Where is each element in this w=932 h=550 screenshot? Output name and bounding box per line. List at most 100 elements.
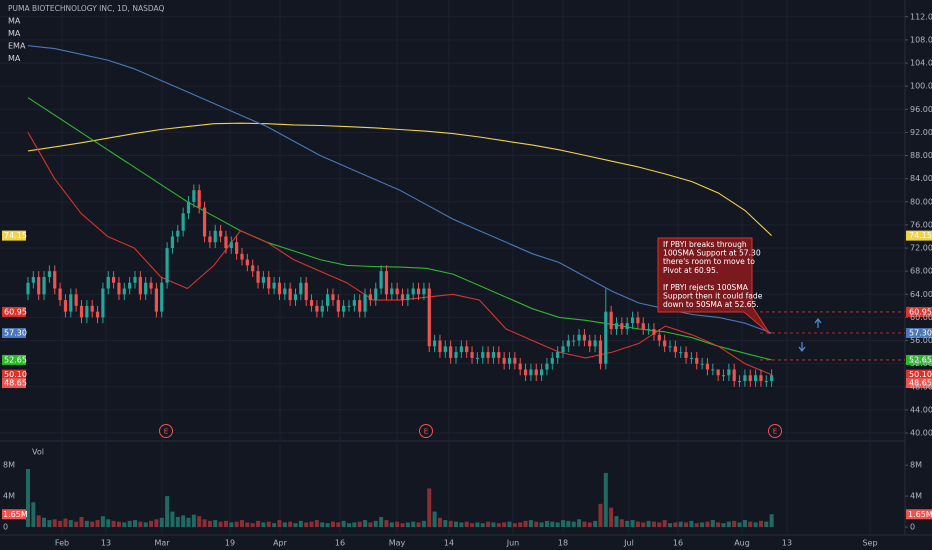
candle-body <box>764 381 768 383</box>
candle-body <box>47 271 51 277</box>
volume-bar <box>309 521 314 528</box>
volume-bar <box>373 520 378 528</box>
volume-bar <box>175 516 180 528</box>
volume-bar <box>721 523 726 528</box>
candle-body <box>572 340 576 342</box>
candle-body <box>326 294 330 306</box>
volume-bar <box>668 523 672 528</box>
volume-bar <box>416 522 421 528</box>
candle-body <box>513 357 517 364</box>
volume-bar <box>678 521 683 528</box>
x-tick-label: 14 <box>444 539 454 548</box>
volume-bar <box>496 523 501 528</box>
candle-body <box>347 305 351 307</box>
y-tick-label: 96.00 <box>910 105 932 114</box>
volume-bar <box>202 519 207 528</box>
candle-body <box>235 242 239 254</box>
candle-body <box>614 323 619 329</box>
candle-body <box>31 276 35 283</box>
volume-bar <box>181 515 186 528</box>
candle-body <box>652 328 656 335</box>
candle-body <box>245 259 249 266</box>
candle-body <box>224 236 228 249</box>
candle-body <box>663 340 667 347</box>
candle-body <box>518 363 522 370</box>
candle-body <box>732 369 736 382</box>
volume-bar <box>100 516 105 528</box>
candle-body <box>427 288 431 347</box>
volume-bar <box>657 522 662 528</box>
candle-body <box>673 346 677 353</box>
price-tag-label: 52.65 <box>909 355 932 364</box>
volume-bar <box>534 521 539 528</box>
candle-body <box>293 294 298 301</box>
arrow-down <box>798 342 806 352</box>
volume-bar <box>625 520 630 528</box>
volume-bar <box>464 521 469 528</box>
price-tag-label-left: 52.65 <box>4 355 27 364</box>
candle-body <box>459 346 463 353</box>
volume-bar <box>63 518 68 528</box>
candle-body <box>299 282 303 295</box>
volume-bar <box>277 520 282 528</box>
candle-body <box>138 276 142 295</box>
volume-bar <box>582 521 587 528</box>
y-tick-label: 0 <box>910 523 915 532</box>
volume-tag-label-left: 1.65M <box>3 510 28 519</box>
price-tag-left <box>2 354 26 365</box>
volume-bar <box>716 522 721 528</box>
moving-average-line <box>27 122 772 236</box>
candle-body <box>176 230 180 237</box>
earnings-marker <box>768 424 782 438</box>
candle-body <box>342 305 346 312</box>
volume-bar <box>389 522 394 528</box>
candle-body <box>641 323 645 329</box>
price-tag-label-left: 50.10 <box>4 370 27 379</box>
volume-bar <box>336 522 341 528</box>
candle-body <box>491 352 496 358</box>
volume-bar <box>598 503 603 528</box>
volume-bar <box>79 516 84 528</box>
volume-bar <box>405 522 410 528</box>
volume-bar <box>395 521 400 528</box>
price-tag-label-left: 74.15 <box>4 231 27 240</box>
volume-bar <box>550 521 555 528</box>
volume-bar <box>223 520 228 528</box>
price-tag <box>906 306 932 317</box>
candle-body <box>443 346 447 353</box>
candle-body <box>556 352 560 358</box>
volume-bar <box>491 522 496 528</box>
x-tick-label: Feb <box>55 539 69 548</box>
volume-bar <box>764 521 769 528</box>
volume-bar <box>47 520 52 528</box>
candle-body <box>112 276 116 283</box>
candle-body <box>679 352 683 354</box>
volume-bar <box>95 520 100 528</box>
candle-body <box>154 288 158 312</box>
volume-bar <box>528 520 533 528</box>
volume-bar <box>684 522 689 528</box>
candle-body <box>620 323 624 329</box>
candle-body <box>304 282 308 301</box>
candle-body <box>219 230 223 237</box>
candle-body <box>69 294 73 312</box>
candle-body <box>277 282 282 295</box>
price-tag-label: 48.65 <box>909 379 932 388</box>
candle-body <box>186 201 191 214</box>
volume-bar <box>186 517 191 528</box>
candle-body <box>465 346 469 353</box>
chart-title: PUMA BIOTECHNOLOGY INC, 1D, NASDAQ <box>8 4 164 13</box>
volume-bar <box>84 520 89 528</box>
price-tag-left <box>2 230 26 241</box>
volume-bar <box>641 522 646 528</box>
volume-bar <box>363 520 368 528</box>
candle-body <box>58 288 62 301</box>
candles <box>26 184 774 387</box>
volume-bar <box>587 522 592 528</box>
volume-bar <box>480 523 485 528</box>
moving-averages <box>27 45 772 376</box>
volume-bar <box>400 523 405 528</box>
candle-body <box>331 294 335 301</box>
volume-bar <box>36 515 41 528</box>
volume-bar <box>539 522 544 528</box>
